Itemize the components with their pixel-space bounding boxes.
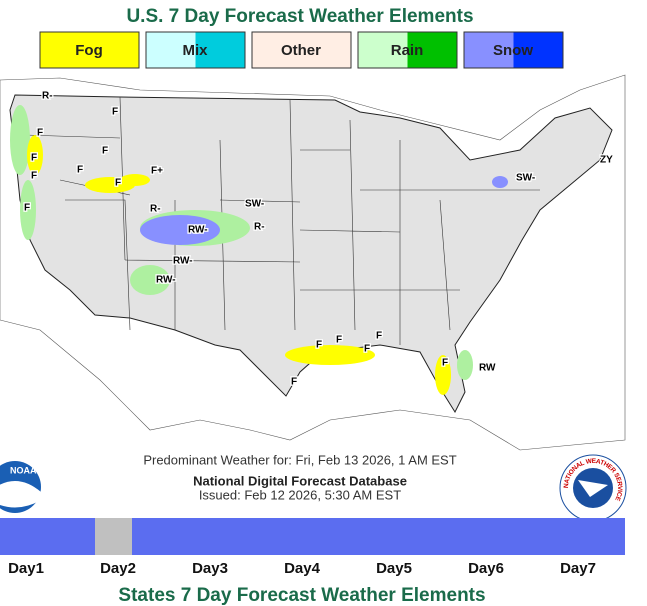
map-label: R- (150, 204, 161, 215)
map-label: F (31, 171, 37, 182)
footer-title[interactable]: States 7 Day Forecast Weather Elements (118, 585, 485, 606)
map-label: F (31, 153, 37, 164)
map-label: F (37, 128, 43, 139)
legend-box[interactable] (39, 31, 140, 69)
day-label[interactable]: Day3 (192, 560, 228, 577)
map-label: F (112, 107, 118, 118)
legend-box[interactable] (463, 31, 564, 69)
legend-box[interactable] (145, 31, 246, 69)
day-label[interactable]: Day5 (376, 560, 412, 577)
day-label[interactable]: Day2 (100, 560, 136, 577)
map-label: F (336, 335, 342, 346)
map-label: F (316, 340, 322, 351)
map-label: F (115, 178, 121, 189)
map-label: RW- (173, 256, 193, 267)
noaa-text: NOAA (10, 465, 37, 475)
map-label: F (376, 331, 382, 342)
day-label[interactable]: Day4 (284, 560, 321, 577)
map-label: F (442, 358, 448, 369)
day-label[interactable]: Day6 (468, 560, 504, 577)
issued-text: Issued: Feb 12 2026, 5:30 AM EST (199, 487, 401, 502)
weather-areas (10, 105, 508, 395)
legend-label[interactable]: Rain (391, 42, 424, 59)
nws-logo: NATIONAL WEATHER SERVICE (559, 454, 627, 522)
map-label: RW- (156, 275, 176, 286)
map-label: RW- (188, 225, 208, 236)
map-label: F (291, 377, 297, 388)
legend-label[interactable]: Fog (75, 42, 103, 59)
map-label: F (364, 344, 370, 355)
map-label: F (24, 203, 30, 214)
database-text: National Digital Forecast Database (193, 473, 407, 488)
map-label: ZY (600, 155, 613, 166)
noaa-logo: NOAA (0, 461, 41, 513)
map-label: F (77, 165, 83, 176)
day-label[interactable]: Day1 (8, 560, 44, 577)
map-label: SW- (245, 199, 264, 210)
map-label: SW- (516, 173, 535, 184)
legend-label[interactable]: Other (281, 42, 321, 59)
title: U.S. 7 Day Forecast Weather Elements (126, 6, 473, 27)
day-label[interactable]: Day7 (560, 560, 596, 577)
map-label: RW (479, 363, 496, 374)
map-label: F+ (151, 166, 163, 177)
legend-box[interactable] (357, 31, 458, 69)
day-bar (0, 518, 625, 555)
legend: Fog Mix Other Rain Snow (39, 31, 564, 69)
legend-label[interactable]: Mix (182, 42, 208, 59)
map-label: F (102, 146, 108, 157)
map-label: R- (42, 91, 53, 102)
us-outline (9, 94, 613, 414)
predominant-text: Predominant Weather for: Fri, Feb 13 202… (143, 452, 456, 467)
day-bar-selected (95, 518, 132, 555)
legend-label[interactable]: Snow (493, 42, 533, 59)
map-label: R- (254, 222, 265, 233)
legend-box[interactable] (251, 31, 352, 69)
